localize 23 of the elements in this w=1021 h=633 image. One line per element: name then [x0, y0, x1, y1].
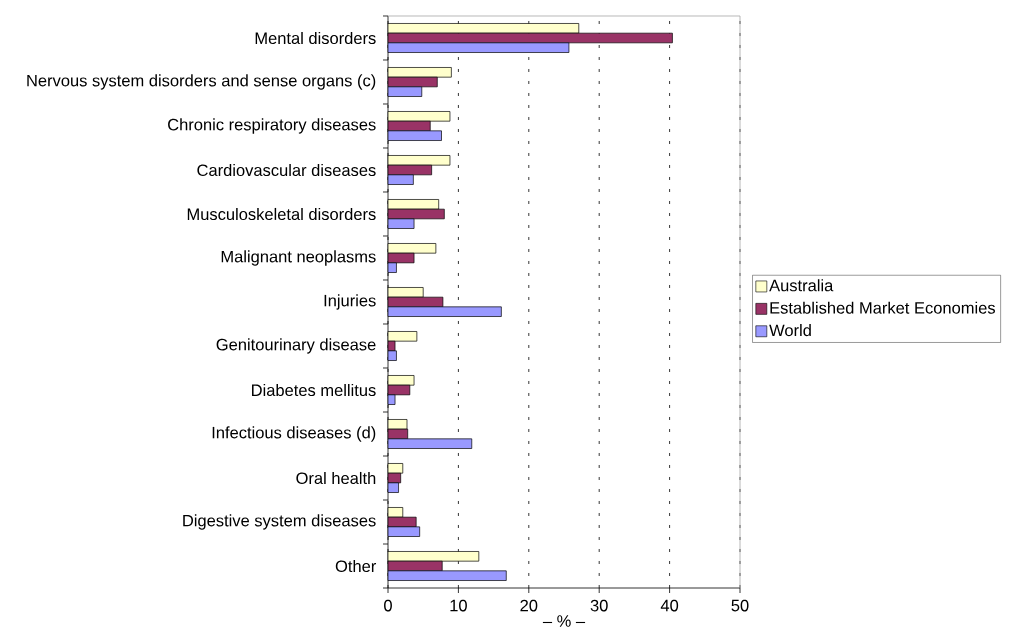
x-tick-label: 0: [384, 599, 392, 612]
y-tick-label: Malignant neoplasms: [221, 250, 376, 266]
y-tick-label: Nervous system disorders and sense organs (c): [27, 74, 376, 90]
y-tick-label: Cardiovascular diseases: [197, 163, 376, 177]
y-tick-label: Diabetes mellitus: [252, 383, 376, 397]
x-tick-label: 40: [660, 599, 679, 612]
x-tick-label: 10: [450, 599, 467, 612]
x-axis-title: – % –: [542, 615, 586, 627]
x-tick-label: 20: [520, 599, 538, 612]
y-tick-label: Mental disorders: [255, 31, 376, 45]
y-tick-label: Infectious diseases (d): [212, 426, 376, 442]
legend-label: World: [769, 324, 811, 337]
legend-label: Australia: [769, 279, 834, 292]
y-tick-label: Digestive system diseases: [183, 514, 376, 530]
legend-label: Established Market Economies: [770, 301, 995, 314]
x-tick-label: 30: [590, 599, 608, 612]
y-tick-label: Oral health: [296, 471, 376, 485]
y-tick-label: Other: [335, 559, 377, 573]
y-tick-label: Musculoskeletal disorders: [187, 207, 376, 221]
y-tick-label: Injuries: [324, 294, 376, 310]
y-tick-label: Genitourinary disease: [216, 338, 376, 354]
x-tick-label: 50: [731, 599, 749, 612]
y-tick-label: Chronic respiratory diseases: [168, 118, 376, 134]
